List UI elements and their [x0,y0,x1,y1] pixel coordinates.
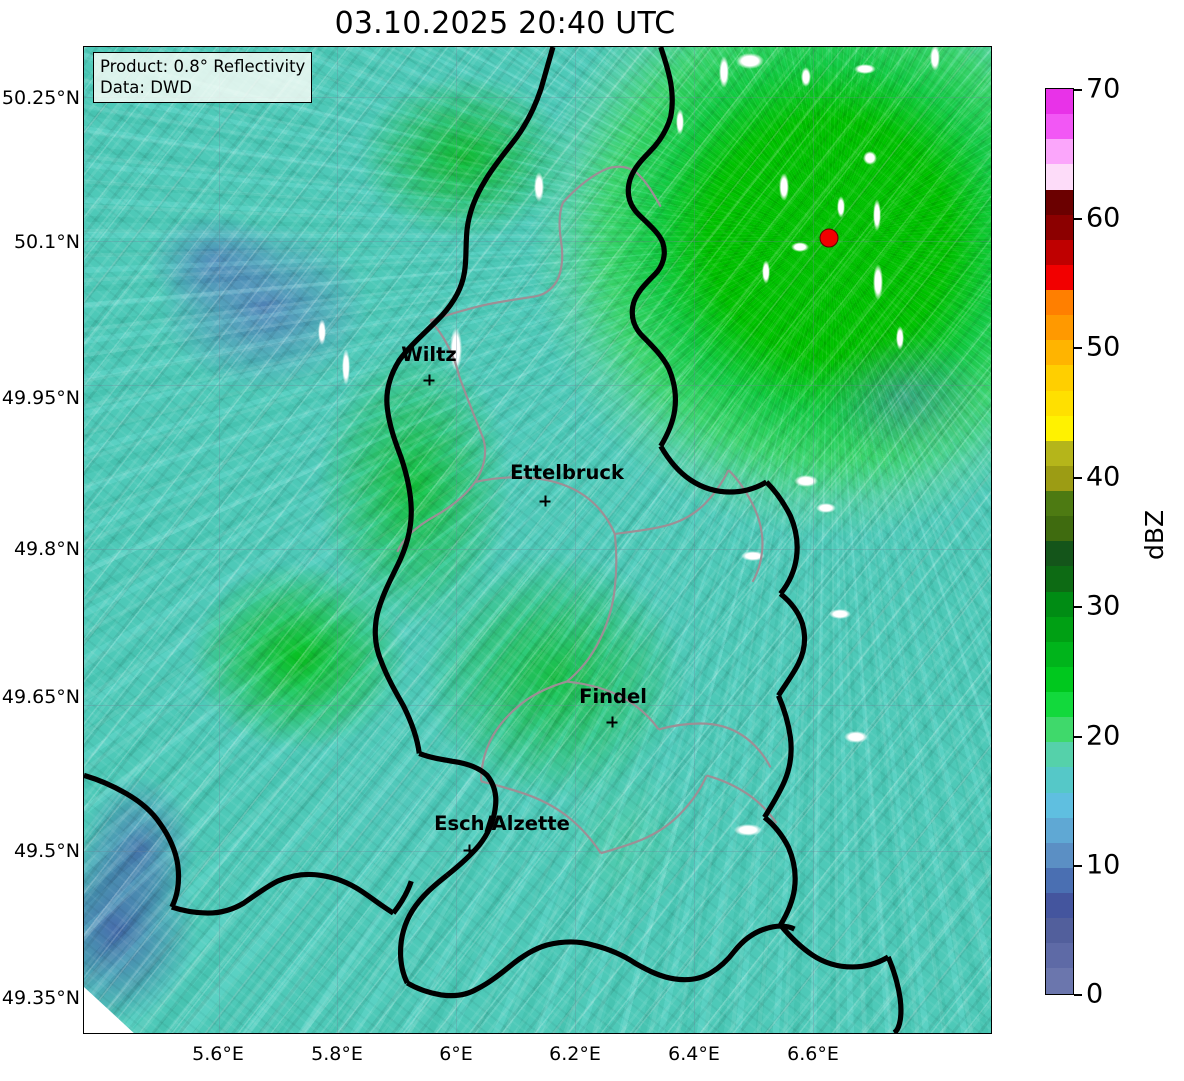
colorbar-segment [1046,340,1073,366]
colorbar-tick-label: 70 [1086,73,1121,105]
x-tick-label: 6.2°E [549,1043,601,1065]
colorbar-segment [1046,591,1073,617]
colorbar-axis-title: dBZ [1140,509,1169,560]
colorbar-tick [1074,994,1082,996]
colorbar-segment [1046,666,1073,692]
product-info-box: Product: 0.8° Reflectivity Data: DWD [93,52,313,104]
colorbar-tick-label: 20 [1086,720,1121,752]
colorbar-segment [1046,491,1073,517]
colorbar-segment [1046,114,1073,140]
colorbar-segment [1046,239,1073,265]
city-marker-wiltz [423,374,435,386]
reflectivity-raster [84,47,991,1033]
colorbar-segment [1046,516,1073,542]
colorbar-segment [1046,415,1073,441]
colorbar-segment [1046,867,1073,893]
radar-map-plot[interactable]: Product: 0.8° Reflectivity Data: DWD Wil… [83,46,992,1034]
product-info-line: Product: 0.8° Reflectivity [100,57,306,76]
colorbar-tick [1074,865,1082,867]
colorbar-ticks: 70 60 50 40 30 20 10 0 [1045,74,1165,1010]
x-tick-label: 6.6°E [787,1043,839,1065]
colorbar-segment [1046,440,1073,466]
colorbar-segment [1046,641,1073,667]
x-tick-label: 6°E [439,1043,473,1065]
city-marker-findel [606,716,618,728]
colorbar-tick [1074,736,1082,738]
colorbar-segment [1046,315,1073,341]
radar-site-marker[interactable] [819,228,839,248]
x-tick-label: 5.8°E [311,1043,363,1065]
y-tick-label: 49.35°N [1,987,80,1009]
colorbar-segment [1046,616,1073,642]
city-marker-ettelbruck [539,495,551,507]
colorbar-segment [1046,541,1073,567]
colorbar-segment [1046,390,1073,416]
colorbar-tick-label: 50 [1086,331,1121,363]
colorbar-segment [1046,918,1073,944]
colorbar-segment [1046,792,1073,818]
colorbar-tick-label: 10 [1086,849,1121,881]
city-label-ettelbruck: Ettelbruck [510,461,624,484]
colorbar-segment [1046,893,1073,919]
city-label-wiltz: Wiltz [401,343,457,366]
colorbar-segment [1046,214,1073,240]
colorbar-tick [1074,477,1082,479]
colorbar-segment [1046,164,1073,190]
y-tick-label: 49.95°N [1,387,80,409]
colorbar-segment [1046,717,1073,743]
x-tick-label: 5.6°E [192,1043,244,1065]
colorbar-segment [1046,943,1073,969]
colorbar-segment [1046,264,1073,290]
colorbar-segment [1046,290,1073,316]
colorbar-tick [1074,347,1082,349]
colorbar-segment [1046,968,1073,994]
colorbar-segment [1046,465,1073,491]
x-tick-label: 6.4°E [668,1043,720,1065]
map-borders [84,47,904,1033]
colorbar-segment [1046,742,1073,768]
page-title: 03.10.2025 20:40 UTC [334,6,676,41]
colorbar[interactable] [1045,88,1074,995]
colorbar-segment [1046,842,1073,868]
colorbar-tick [1074,89,1082,91]
graticule-gridlines [84,47,991,1033]
colorbar-segment [1046,566,1073,592]
city-marker-esch-alzette [463,844,475,856]
y-tick-label: 50.25°N [1,87,80,109]
colorbar-segment [1046,817,1073,843]
colorbar-tick-label: 30 [1086,590,1121,622]
y-tick-label: 49.65°N [1,686,80,708]
data-source-line: Data: DWD [100,78,192,98]
colorbar-tick [1074,218,1082,220]
colorbar-tick [1074,606,1082,608]
colorbar-tick-label: 0 [1086,978,1104,1010]
colorbar-segment [1046,767,1073,793]
colorbar-tick-label: 40 [1086,461,1121,493]
colorbar-segment [1046,365,1073,391]
colorbar-segment [1046,692,1073,718]
no-data-flecks [84,47,991,1033]
y-tick-label: 49.5°N [13,840,80,862]
city-label-esch-alzette: Esch/Alzette [434,812,570,835]
y-tick-label: 49.8°N [13,538,80,560]
colorbar-segment [1046,189,1073,215]
y-tick-label: 50.1°N [13,231,80,253]
colorbar-segment [1046,139,1073,165]
city-label-findel: Findel [579,685,647,708]
colorbar-tick-label: 60 [1086,202,1121,234]
colorbar-segment [1046,89,1073,115]
